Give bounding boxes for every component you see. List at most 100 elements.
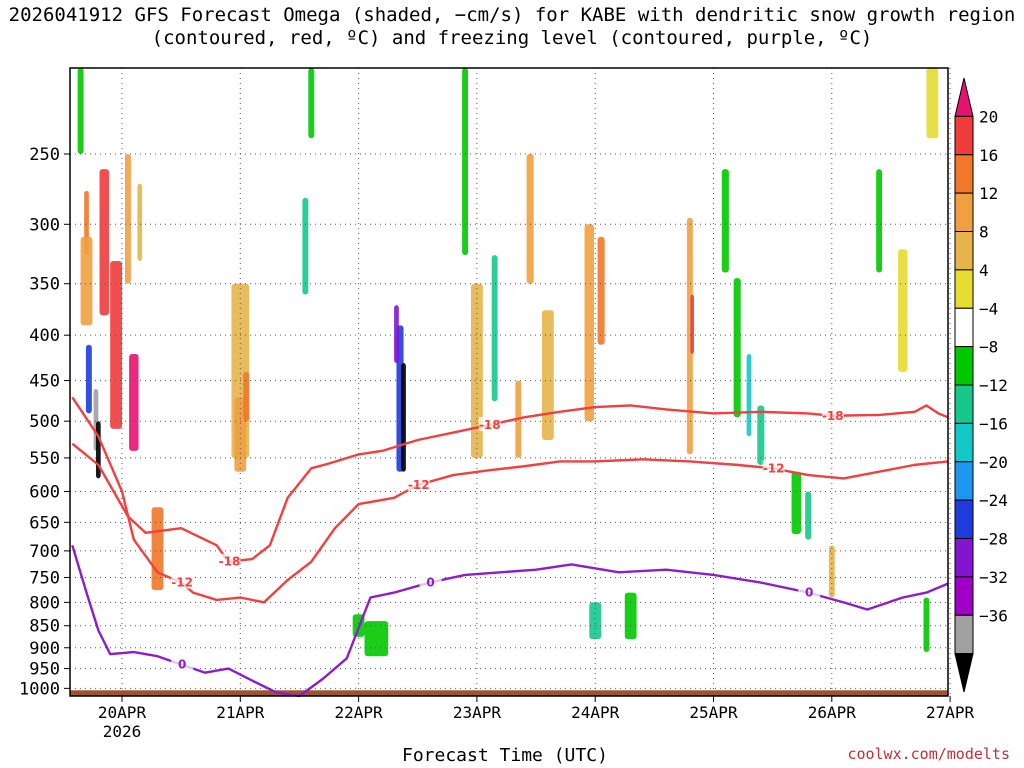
ground-surface [70, 690, 948, 696]
x-tick-label: 23APR [453, 703, 502, 722]
omega-cell [589, 602, 602, 640]
omega-cell [584, 224, 595, 422]
omega-cell [124, 154, 131, 284]
omega-cell [243, 371, 250, 422]
contour-line [71, 544, 949, 698]
x-tick-label: 27APR [926, 703, 975, 722]
colorbar-label: −8 [979, 338, 998, 357]
colorbar-swatch [954, 384, 974, 424]
omega-cell [80, 236, 93, 326]
colorbar-swatch [954, 77, 974, 117]
contour-label: -18 [479, 418, 501, 432]
colorbar-label: 12 [979, 184, 998, 203]
colorbar-swatch [954, 231, 974, 271]
y-tick-label: 800 [29, 593, 60, 613]
contours: -18 -18 -18 -12 -12 -12 0 0 0 [71, 396, 949, 698]
omega-cell [308, 68, 315, 139]
contour-label: -12 [171, 576, 193, 590]
contour-label: 0 [426, 576, 434, 590]
omega-cell [110, 261, 122, 429]
omega-cell [526, 154, 534, 284]
contour-label: 0 [805, 586, 813, 600]
colorbar-swatch [954, 346, 974, 386]
colorbar-swatch [954, 461, 974, 501]
colorbar-swatch [954, 653, 974, 693]
colorbar-label: −32 [979, 568, 1008, 587]
omega-cell [828, 545, 835, 598]
colorbar-swatch [954, 154, 974, 194]
chart-title: 2026041912 GFS Forecast Omega (shaded, −… [8, 4, 1016, 49]
omega-cell [462, 68, 469, 256]
plot-frame [69, 67, 949, 697]
y-tick-label: 600 [29, 482, 60, 502]
contour-label: -12 [408, 478, 430, 492]
omega-cell [733, 278, 741, 418]
y-tick-label: 900 [29, 639, 60, 659]
contour-label: -18 [219, 555, 241, 569]
y-tick-label: 850 [29, 617, 60, 637]
colorbar-label: −28 [979, 530, 1008, 549]
x-tick-label: 26APR [808, 703, 857, 722]
omega-cell [791, 471, 802, 535]
colorbar-label: −12 [979, 376, 1008, 395]
y-tick-label: 700 [29, 542, 60, 562]
omega-cell [77, 68, 84, 155]
contour-label-bg [407, 476, 430, 491]
contour-label-bg [171, 656, 194, 671]
contour-label: -12 [763, 461, 785, 475]
y-tick-label: 450 [29, 372, 60, 392]
omega-cell [394, 305, 399, 364]
colorbar-swatch [954, 499, 974, 539]
contour-label-bg [171, 574, 194, 589]
omega-cell [401, 363, 406, 472]
omega-cell [805, 491, 812, 540]
colorbar-swatch [954, 422, 974, 463]
x-axis: 20APR 21APR 22APR 23APR 24APR 25APR 26APR 27APR… [98, 696, 975, 741]
contour-label-bg [798, 584, 821, 599]
credit-text: coolwx.com/modelts [847, 745, 1010, 763]
omega-cell [690, 294, 694, 354]
colorbar-label: −4 [979, 299, 998, 318]
omega-cell [926, 68, 939, 139]
x-tick-label: 20APR [98, 703, 147, 722]
contour-label-bg [478, 417, 501, 432]
x-year-label: 2026 [103, 722, 142, 741]
omega-cell [137, 183, 143, 262]
omega-cell [470, 283, 483, 458]
omega-cell [151, 507, 164, 591]
colorbar-label: −20 [979, 453, 1008, 472]
colorbar-label: 16 [979, 146, 998, 165]
y-tick-label: 750 [29, 568, 60, 588]
omega-cell [721, 169, 729, 273]
colorbar-label: 8 [979, 223, 989, 242]
omega-cell [491, 255, 498, 402]
colorbar-label: −16 [979, 414, 1008, 433]
colorbar-label: −24 [979, 491, 1008, 510]
colorbar: 20 16 12 8 4 −4 −8 −12 −16 −20 −24 −28 −32 −36 [954, 77, 1008, 693]
omega-cell [99, 169, 109, 316]
x-axis-label: Forecast Time (UTC) [402, 745, 608, 766]
omega-cell [898, 249, 908, 372]
y-tick-label: 400 [29, 326, 60, 346]
contour-label-bg [218, 553, 241, 568]
colorbar-label: 20 [979, 107, 998, 126]
omega-cell [234, 397, 247, 472]
colorbar-swatch [954, 576, 974, 616]
x-tick-label: 22APR [335, 703, 384, 722]
omega-cell [686, 217, 693, 455]
x-tick-label: 25APR [689, 703, 738, 722]
omega-cell [129, 353, 139, 451]
omega-cell [302, 197, 309, 295]
omega-cell [746, 353, 752, 437]
contour-label-bg [821, 407, 844, 422]
x-tick-label: 24APR [571, 703, 620, 722]
y-tick-label: 350 [29, 275, 60, 295]
colorbar-swatch [954, 115, 974, 156]
colorbar-swatch [954, 614, 974, 655]
contour-line [71, 404, 949, 563]
y-tick-label: 650 [29, 513, 60, 533]
omega-shading [77, 68, 939, 657]
contour-label-bg [419, 574, 442, 589]
y-axis: 2503003504004505005506006507007508008509… [19, 145, 70, 699]
